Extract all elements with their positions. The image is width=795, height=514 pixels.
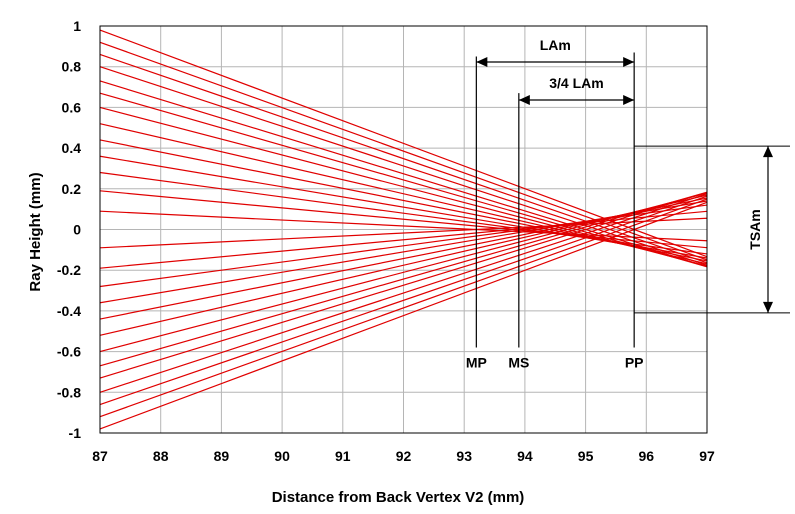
grid <box>99 25 708 434</box>
x-tick-label: 87 <box>92 448 108 464</box>
y-tick-label: -0.6 <box>57 344 81 360</box>
x-tick-label: 96 <box>639 448 655 464</box>
ray-line <box>99 53 708 264</box>
focus-marker-label: MS <box>508 355 529 371</box>
annotations: LAm 3/4 LAm TSAm <box>476 37 790 314</box>
lam-label: LAm <box>540 37 571 53</box>
x-tick-label: 89 <box>214 448 230 464</box>
ray-line <box>99 194 708 336</box>
focus-marker-label: MP <box>466 355 487 371</box>
arrow-head <box>623 95 635 105</box>
ray-line <box>99 201 708 430</box>
arrow-head <box>763 301 773 313</box>
ray-line <box>99 66 708 266</box>
rays <box>99 29 708 430</box>
ray-line <box>99 193 708 393</box>
y-tick-label: 0 <box>73 222 81 238</box>
y-axis-title: Ray Height (mm) <box>27 172 44 291</box>
ray-line <box>99 195 708 406</box>
arrow-head <box>763 146 773 158</box>
ray-line <box>99 155 708 259</box>
y-tick-label: 0.8 <box>62 59 82 75</box>
x-axis-title: Distance from Back Vertex V2 (mm) <box>272 489 525 506</box>
x-axis-ticks: 87 88 89 90 91 92 93 94 95 96 97 <box>92 448 715 464</box>
x-tick-label: 91 <box>335 448 351 464</box>
tsam-label: TSAm <box>747 209 763 249</box>
arrow-head <box>623 57 635 67</box>
ray-line <box>99 190 708 249</box>
y-tick-label: -0.8 <box>57 384 81 400</box>
arrow-head <box>518 95 530 105</box>
y-tick-label: 1 <box>73 18 81 34</box>
arrow-head <box>476 57 488 67</box>
y-tick-label: -0.4 <box>57 303 81 319</box>
three-quarter-lam-label: 3/4 LAm <box>549 75 603 91</box>
y-tick-label: -0.2 <box>57 262 81 278</box>
x-tick-label: 95 <box>578 448 594 464</box>
x-tick-label: 92 <box>396 448 412 464</box>
ray-line <box>99 192 708 353</box>
y-tick-label: 0.4 <box>62 140 82 156</box>
focus-marker-label: PP <box>625 355 644 371</box>
x-tick-label: 90 <box>274 448 290 464</box>
x-tick-label: 88 <box>153 448 169 464</box>
y-tick-label: 0.2 <box>62 181 82 197</box>
ray-line <box>99 198 708 418</box>
ray-line <box>99 191 708 367</box>
y-tick-label: 0.6 <box>62 99 82 115</box>
y-tick-label: -1 <box>69 425 82 441</box>
x-tick-label: 93 <box>456 448 472 464</box>
ray-line <box>99 191 708 379</box>
plot-frame <box>99 25 708 434</box>
focus-markers: MP MS PP <box>466 52 644 371</box>
x-tick-label: 94 <box>517 448 533 464</box>
x-tick-label: 97 <box>699 448 715 464</box>
y-axis-ticks: 1 0.8 0.6 0.4 0.2 0 -0.2 -0.4 -0.6 -0.8 -1 <box>57 18 81 441</box>
